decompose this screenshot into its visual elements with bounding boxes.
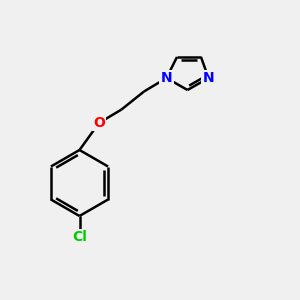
Text: N: N: [203, 71, 214, 85]
Text: O: O: [93, 116, 105, 130]
Text: N: N: [161, 71, 172, 85]
Text: Cl: Cl: [72, 230, 87, 244]
